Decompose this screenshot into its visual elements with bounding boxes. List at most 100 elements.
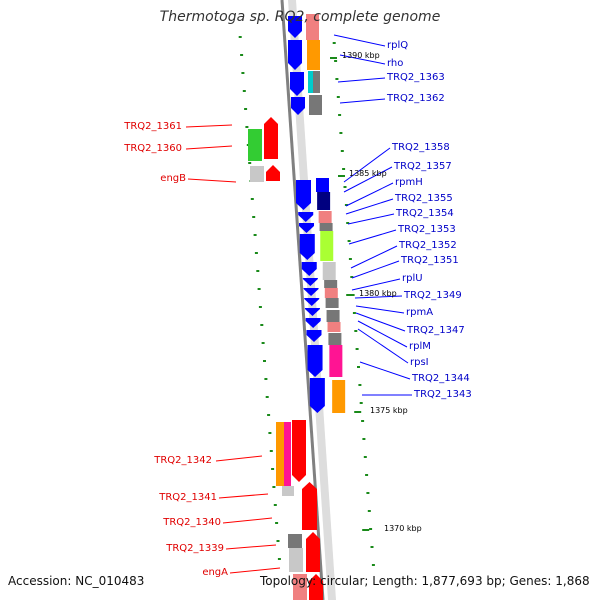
- leader-line-blue: [354, 295, 403, 299]
- scale-dot-left: [264, 378, 268, 380]
- gene-label-trq2-1360[interactable]: TRQ2_1360: [124, 143, 182, 154]
- gene-category-box[interactable]: [308, 71, 313, 93]
- gene-category-box[interactable]: [306, 14, 319, 40]
- gene-operon-feature[interactable]: [301, 262, 317, 276]
- leader-line-red: [225, 544, 277, 550]
- gene-operon-feature[interactable]: [302, 278, 318, 286]
- gene-category-box[interactable]: [332, 380, 346, 413]
- gene-category-box[interactable]: [248, 129, 262, 161]
- gene-label-trq2-1363[interactable]: TRQ2_1363: [387, 72, 445, 83]
- gene-label-trq2-1341[interactable]: TRQ2_1341: [159, 492, 217, 503]
- leader-line-blue: [357, 320, 408, 348]
- gene-category-box[interactable]: [313, 71, 320, 93]
- gene-trq2-1341-feature[interactable]: [302, 482, 317, 530]
- gene-label-trq2-1349[interactable]: TRQ2_1349: [404, 290, 462, 301]
- gene-label-rpmh[interactable]: rpmH: [395, 177, 423, 188]
- gene-label-engb[interactable]: engB: [160, 173, 186, 184]
- gene-category-box[interactable]: [320, 231, 334, 261]
- gene-operon-feature[interactable]: [306, 330, 322, 342]
- leader-line-red: [222, 517, 273, 524]
- gene-label-trq2-1340[interactable]: TRQ2_1340: [163, 517, 221, 528]
- leader-line-blue: [347, 213, 395, 225]
- gene-category-box[interactable]: [250, 166, 264, 182]
- gene-category-box[interactable]: [307, 40, 320, 70]
- gene-operon-feature[interactable]: [303, 288, 319, 296]
- gene-category-box[interactable]: [289, 548, 303, 572]
- scale-label-1390: 1390 kbp: [342, 51, 380, 60]
- gene-category-box[interactable]: [293, 574, 307, 600]
- scale-dot-left: [241, 72, 245, 74]
- gene-category-box[interactable]: [324, 288, 338, 298]
- gene-label-trq2-1354[interactable]: TRQ2_1354: [396, 208, 454, 219]
- gene-operon-feature[interactable]: [296, 180, 311, 210]
- gene-label-rpsi[interactable]: rpsI: [410, 357, 429, 368]
- gene-enga-feature[interactable]: [309, 574, 323, 600]
- scale-dot-right: [359, 402, 363, 404]
- leader-line-blue: [339, 54, 386, 65]
- leader-line-blue: [337, 77, 386, 83]
- gene-category-box[interactable]: [282, 486, 294, 496]
- gene-label-trq2-1342[interactable]: TRQ2_1342: [154, 455, 212, 466]
- gene-category-box[interactable]: [328, 333, 342, 345]
- gene-category-box[interactable]: [322, 262, 336, 280]
- scale-label-1385: 1385 kbp: [349, 169, 387, 178]
- gene-category-box[interactable]: [317, 192, 331, 210]
- gene-operon-feature[interactable]: [304, 308, 320, 316]
- leader-line-red: [215, 455, 263, 462]
- gene-engb-feature[interactable]: [266, 165, 280, 181]
- scale-major-tick: [346, 294, 354, 296]
- gene-label-trq2-1353[interactable]: TRQ2_1353: [398, 224, 456, 235]
- leader-line-blue: [350, 245, 398, 269]
- gene-label-rho[interactable]: rho: [387, 58, 404, 69]
- leader-line-blue: [345, 182, 394, 207]
- gene-category-box[interactable]: [327, 322, 341, 332]
- gene-label-enga[interactable]: engA: [202, 567, 228, 578]
- leader-line-blue: [333, 34, 386, 47]
- gene-rho-feature[interactable]: [288, 40, 302, 70]
- gene-trq2-1362-feature[interactable]: [291, 97, 305, 115]
- gene-operon-feature[interactable]: [298, 212, 314, 222]
- gene-trq2-1342-feature[interactable]: [292, 420, 306, 482]
- gene-category-box[interactable]: [319, 223, 333, 231]
- gene-label-trq2-1357[interactable]: TRQ2_1357: [394, 161, 452, 172]
- gene-label-rplu[interactable]: rplU: [402, 273, 423, 284]
- gene-category-box[interactable]: [324, 280, 338, 288]
- gene-trq2-1340-feature[interactable]: [306, 532, 320, 572]
- leader-line-blue: [355, 305, 405, 314]
- gene-trq2-1361-feature[interactable]: [264, 117, 278, 159]
- gene-label-trq2-1352[interactable]: TRQ2_1352: [399, 240, 457, 251]
- scale-dot-left: [242, 90, 246, 92]
- gene-category-box[interactable]: [284, 422, 291, 486]
- map-title: Thermotoga sp. RQ2, complete genome: [159, 9, 441, 25]
- gene-rplq-feature[interactable]: [288, 16, 302, 38]
- gene-label-trq2-1344[interactable]: TRQ2_1344: [412, 373, 470, 384]
- gene-trq2-1363-feature[interactable]: [290, 72, 304, 96]
- gene-category-box[interactable]: [325, 298, 339, 308]
- gene-operon-feature[interactable]: [307, 345, 323, 377]
- gene-operon-feature[interactable]: [309, 378, 325, 413]
- gene-category-box[interactable]: [316, 178, 329, 192]
- gene-label-trq2-1343[interactable]: TRQ2_1343: [414, 389, 472, 400]
- gene-category-box[interactable]: [329, 345, 343, 377]
- gene-operon-feature[interactable]: [305, 318, 321, 328]
- gene-category-box[interactable]: [309, 95, 322, 115]
- scale-dot-right: [366, 492, 370, 494]
- leader-line-blue: [345, 198, 394, 215]
- gene-label-trq2-1361[interactable]: TRQ2_1361: [124, 121, 182, 132]
- gene-operon-feature[interactable]: [299, 223, 315, 233]
- gene-operon-feature[interactable]: [304, 298, 320, 306]
- gene-label-rplq[interactable]: rplQ: [387, 40, 409, 51]
- gene-label-trq2-1362[interactable]: TRQ2_1362: [387, 93, 445, 104]
- gene-label-trq2-1351[interactable]: TRQ2_1351: [401, 255, 459, 266]
- gene-category-box[interactable]: [318, 211, 332, 223]
- gene-label-trq2-1355[interactable]: TRQ2_1355: [395, 193, 453, 204]
- gene-label-trq2-1339[interactable]: TRQ2_1339: [166, 543, 224, 554]
- gene-category-box[interactable]: [326, 310, 340, 322]
- gene-operon-feature[interactable]: [299, 234, 315, 260]
- gene-label-trq2-1347[interactable]: TRQ2_1347: [407, 325, 465, 336]
- gene-category-box[interactable]: [276, 422, 284, 486]
- gene-label-trq2-1358[interactable]: TRQ2_1358: [392, 142, 450, 153]
- gene-category-box[interactable]: [288, 534, 302, 548]
- gene-label-rpma[interactable]: rpmA: [406, 307, 434, 318]
- gene-label-rplm[interactable]: rplM: [409, 341, 431, 352]
